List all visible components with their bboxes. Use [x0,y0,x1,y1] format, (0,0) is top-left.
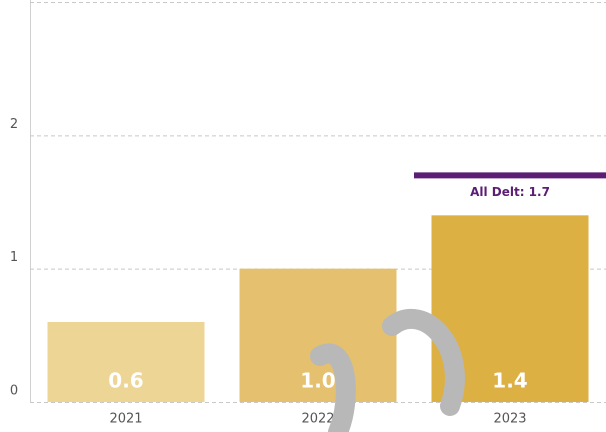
value-label: 0.6 [108,369,143,393]
decorative-swoosh [310,309,465,432]
bar [47,322,205,402]
y-tick-label: 2 [10,117,18,132]
reference-label: All Delt: 1.7 [470,185,550,199]
y-tick-label: 0 [10,384,18,399]
swoosh-stroke [382,309,465,416]
y-tick-label: 1 [10,250,18,265]
value-label: 1.4 [492,369,527,393]
x-tick-label: 2022 [301,412,334,427]
x-tick-label: 2023 [493,412,526,427]
bar [239,268,397,402]
x-tick-label: 2021 [109,412,142,427]
swoosh-stroke [310,343,356,432]
value-label: 1.0 [300,369,335,393]
